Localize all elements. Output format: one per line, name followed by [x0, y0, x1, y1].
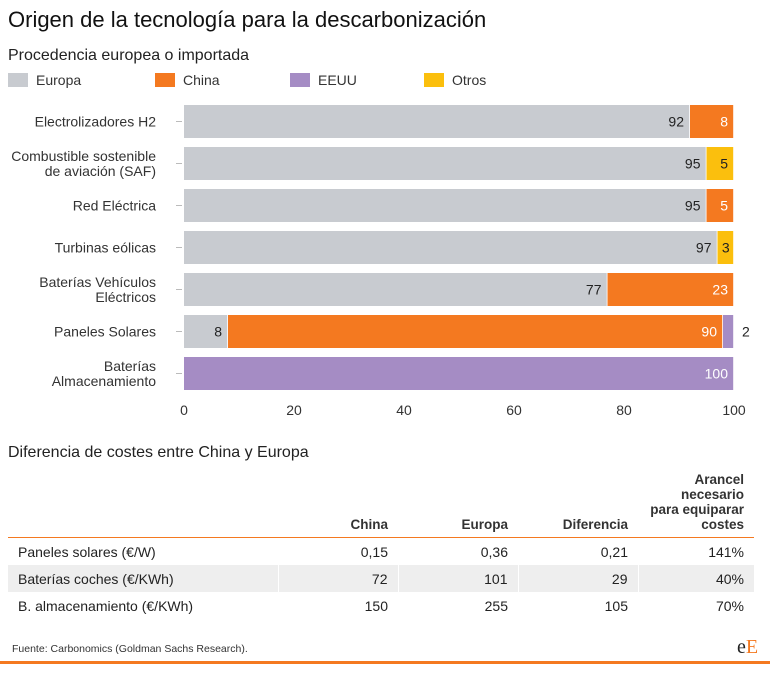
cell-china: 150 — [364, 597, 388, 614]
footer-rule — [0, 661, 770, 664]
cell-diferencia: 29 — [517, 565, 638, 592]
legend-swatch-eeuu — [290, 73, 310, 87]
data-label-eeuu-baterias-almacenamiento: 100 — [705, 366, 729, 382]
category-label-electrolizadores-h2: Electrolizadores H2 — [35, 114, 157, 130]
costs-table-title: Diferencia de costes entre China y Europ… — [8, 444, 309, 461]
data-label-europa-turbinas-eolicas: 97 — [696, 240, 712, 256]
bar-china-red-electrica — [706, 189, 734, 222]
cell-arancel: 70% — [715, 597, 744, 614]
header-diferencia: Diferencia — [562, 517, 628, 532]
legend-label-otros: Otros — [452, 72, 487, 88]
category-label-turbinas-eolicas: Turbinas eólicas — [55, 240, 156, 256]
header-arancel: Arancel necesario para equiparar costes — [638, 472, 754, 538]
cell-diferencia: 105 — [604, 597, 628, 614]
legend-item-europa: Europa — [8, 72, 81, 88]
x-tick-20: 20 — [286, 402, 302, 418]
cell-europa: 101 — [397, 565, 518, 592]
legend-label-eeuu: EEUU — [318, 72, 357, 88]
x-tick-100: 100 — [722, 402, 746, 418]
bar-china-paneles-solares — [228, 315, 723, 348]
header-arancel-line-2: para equiparar — [650, 502, 744, 517]
legend-label-china: China — [183, 72, 220, 88]
bar-europa-baterias-vehiculos-electricos — [184, 273, 607, 306]
data-label-europa-paneles-solares: 8 — [214, 324, 222, 340]
legend-item-china: China — [155, 72, 220, 88]
x-tick-60: 60 — [506, 402, 522, 418]
header-label — [8, 472, 278, 538]
data-label-china-red-electrica: 5 — [720, 198, 728, 214]
bar-otros-combustible-sostenible-de-aviacion-saf — [706, 147, 734, 180]
category-label-red-electrica: Red Eléctrica — [73, 198, 156, 214]
publisher-logo: eE — [737, 636, 758, 659]
bar-china-electrolizadores-h2 — [690, 105, 734, 138]
data-label-china-electrolizadores-h2: 8 — [720, 114, 728, 130]
row-label: Paneles solares (€/W) — [18, 543, 156, 560]
x-tick-40: 40 — [396, 402, 412, 418]
bar-china-baterias-vehiculos-electricos — [607, 273, 734, 306]
data-label-otros-turbinas-eolicas: 3 — [722, 240, 730, 256]
bar-eeuu-baterias-almacenamiento — [184, 357, 734, 390]
data-label-eeuu-paneles-solares: 2 — [742, 324, 750, 340]
costs-table: China Europa Diferencia Arancel necesari… — [8, 472, 754, 619]
category-label-baterias-vehiculos-electricos: Baterías Vehículos Eléctricos — [39, 274, 156, 305]
legend-swatch-europa — [8, 73, 28, 87]
bar-otros-turbinas-eolicas — [717, 231, 734, 264]
legend-swatch-china — [155, 73, 175, 87]
cell-europa: 255 — [484, 597, 508, 614]
header-china: China — [350, 517, 388, 532]
data-label-europa-baterias-vehiculos-electricos: 77 — [586, 282, 602, 298]
chart-subtitle: Procedencia europea o importada — [8, 47, 250, 64]
data-label-china-baterias-vehiculos-electricos: 23 — [712, 282, 728, 298]
logo-upper: E — [745, 636, 759, 658]
logo-lower: e — [737, 636, 746, 658]
category-label-combustible-sostenible-de-aviacion-saf: Combustible sostenible de aviación (SAF) — [11, 148, 156, 179]
legend-swatch-otros — [424, 73, 444, 87]
data-label-europa-electrolizadores-h2: 92 — [668, 114, 684, 130]
category-label-baterias-almacenamiento: Baterías Almacenamiento — [52, 358, 156, 389]
row-label: B. almacenamiento (€/KWh) — [18, 597, 194, 614]
cell-europa: 0,36 — [480, 543, 508, 560]
stacked-bar-chart: Electrolizadores H2 92 8 Combustible sosten… — [11, 105, 750, 418]
header-arancel-line-3: costes — [701, 517, 744, 532]
bar-europa-red-electrica — [184, 189, 706, 222]
cell-diferencia: 0,21 — [600, 543, 628, 560]
bar-europa-combustible-sostenible-de-aviacion-saf — [184, 147, 706, 180]
table-row-almacenamiento: B. almacenamiento (€/KWh) 150 255 105 70… — [8, 592, 754, 619]
cell-china: 0,15 — [360, 543, 388, 560]
row-label: Baterías coches (€/KWh) — [8, 565, 278, 592]
legend-item-eeuu: EEUU — [290, 72, 357, 88]
category-label-paneles-solares: Paneles Solares — [54, 324, 156, 340]
x-tick-80: 80 — [616, 402, 632, 418]
bar-europa-turbinas-eolicas — [184, 231, 717, 264]
costs-table-header: China Europa Diferencia Arancel necesari… — [8, 472, 754, 538]
table-row-baterias-coches: Baterías coches (€/KWh) 72 101 29 40% — [8, 565, 754, 592]
bar-europa-electrolizadores-h2 — [184, 105, 690, 138]
x-tick-0: 0 — [180, 402, 188, 418]
cell-china: 72 — [277, 565, 398, 592]
chart-title: Origen de la tecnología para la descarbo… — [8, 7, 487, 32]
cell-arancel: 40% — [637, 565, 754, 592]
header-arancel-line-1: Arancel necesario — [680, 472, 744, 502]
bar-eeuu-paneles-solares — [723, 315, 734, 348]
data-label-europa-combustible-sostenible-de-aviacion-saf: 95 — [685, 156, 701, 172]
source-note: Fuente: Carbonomics (Goldman Sachs Resea… — [12, 643, 248, 655]
cell-arancel: 141% — [708, 543, 744, 560]
data-label-europa-red-electrica: 95 — [685, 198, 701, 214]
header-europa: Europa — [461, 517, 508, 532]
data-label-otros-combustible-sostenible-de-aviacion-saf: 5 — [720, 156, 728, 172]
bar-europa-paneles-solares — [184, 315, 228, 348]
legend-label-europa: Europa — [36, 72, 82, 88]
legend-item-otros: Otros — [424, 72, 486, 88]
legend: Europa China EEUU Otros — [0, 72, 770, 92]
table-row-paneles: Paneles solares (€/W) 0,15 0,36 0,21 141… — [8, 538, 754, 566]
data-label-china-paneles-solares: 90 — [701, 324, 717, 340]
